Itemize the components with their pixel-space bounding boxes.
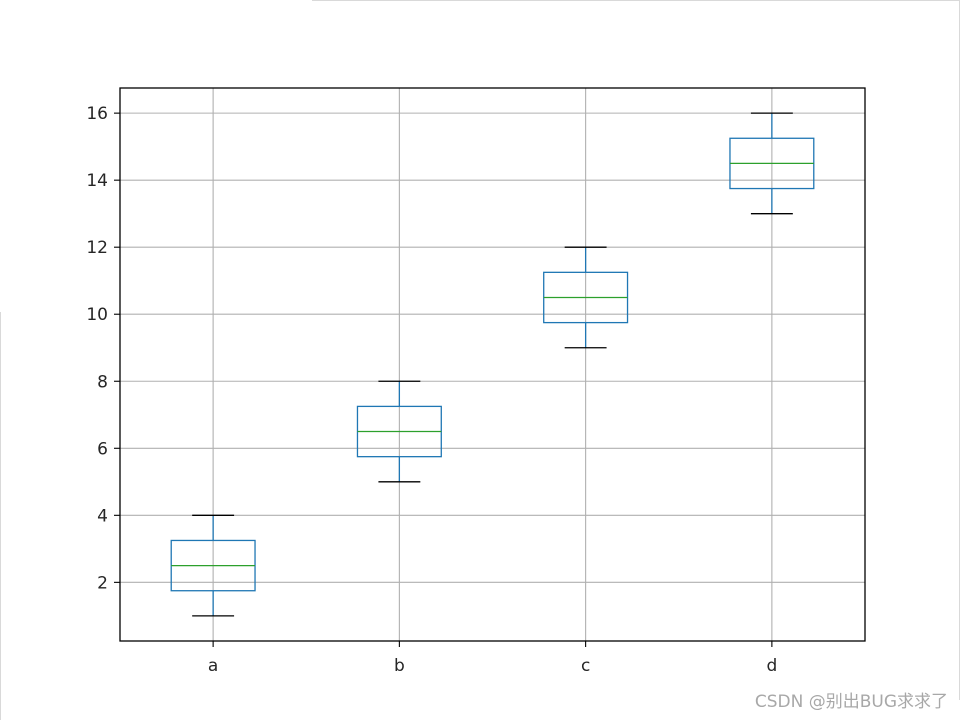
y-tick-label: 12 [86, 238, 108, 258]
y-tick-label: 14 [86, 171, 108, 191]
y-tick-label: 6 [97, 439, 108, 459]
plot-frame [119, 87, 866, 642]
x-tick-label: b [394, 656, 405, 676]
y-tick-label: 4 [97, 506, 108, 526]
tick-layer: 2 4 6 8 10 12 14 16 a b c d [86, 104, 777, 676]
y-tick-label: 10 [86, 305, 108, 325]
box-layer [170, 112, 815, 617]
y-tick-label: 2 [97, 573, 108, 593]
x-tick-label: a [208, 656, 218, 676]
grid-layer [120, 88, 865, 641]
y-tick-label: 8 [97, 372, 108, 392]
page-edge-left [0, 312, 1, 720]
x-tick-label: c [581, 656, 590, 676]
watermark-text: CSDN @别出BUG求求了 [754, 692, 948, 712]
x-tick-label: d [766, 656, 777, 676]
page-edge-top [312, 0, 960, 1]
y-tick-label: 16 [86, 104, 108, 124]
